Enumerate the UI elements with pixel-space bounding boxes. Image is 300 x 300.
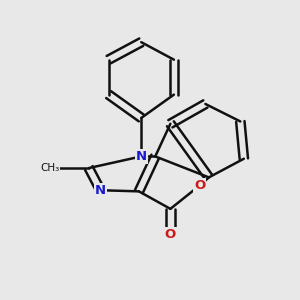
Text: N: N bbox=[95, 184, 106, 197]
Text: O: O bbox=[194, 179, 205, 192]
Text: N: N bbox=[136, 150, 147, 163]
Text: CH₃: CH₃ bbox=[41, 163, 60, 173]
Text: O: O bbox=[165, 228, 176, 241]
